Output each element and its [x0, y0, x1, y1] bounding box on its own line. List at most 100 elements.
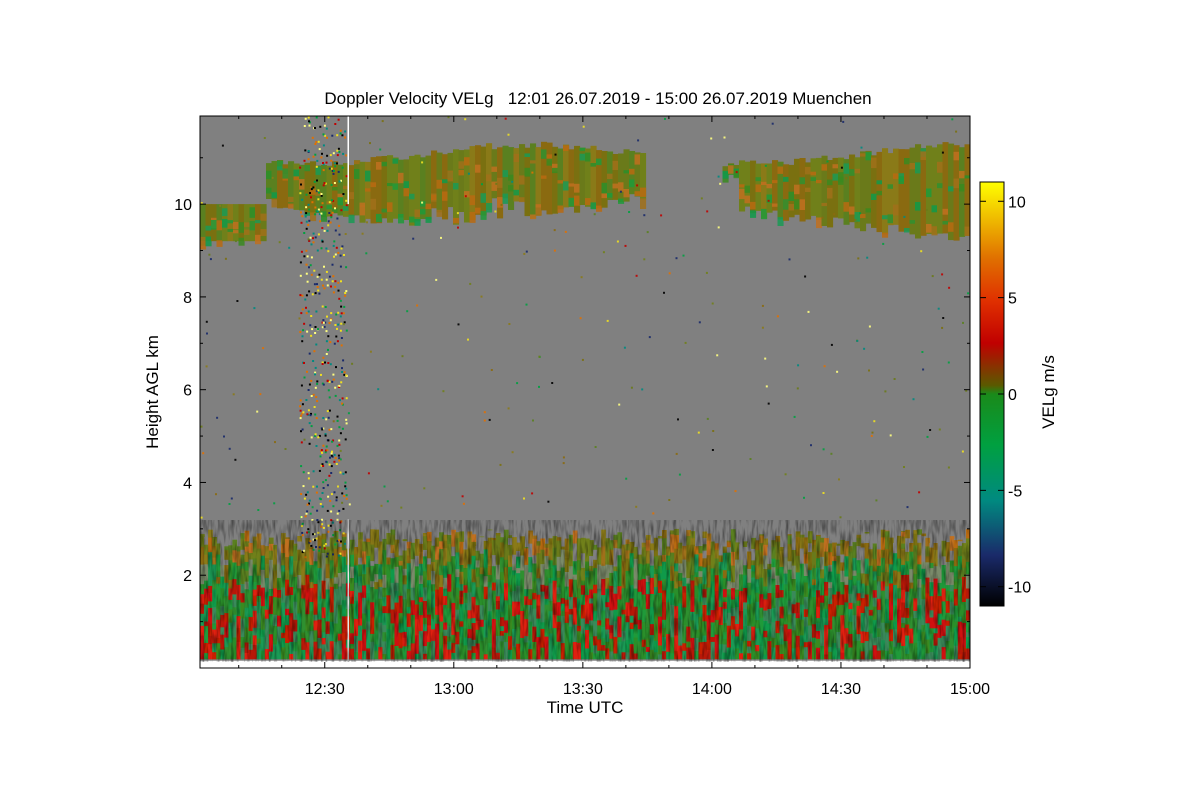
isolated-pixel	[636, 184, 639, 187]
cirrus-detail	[398, 214, 405, 224]
isolated-pixel	[457, 323, 460, 326]
cirrus-cell	[799, 158, 806, 222]
cirrus-detail	[964, 175, 970, 179]
noise-speckle	[316, 286, 319, 288]
noise-speckle	[336, 340, 339, 343]
noise-speckle	[313, 283, 316, 286]
isolated-pixel	[383, 485, 386, 488]
isolated-pixel	[421, 201, 424, 204]
isolated-pixel	[625, 477, 628, 480]
noise-speckle	[321, 305, 324, 308]
noise-speckle	[318, 213, 321, 216]
cirrus-detail	[508, 185, 515, 192]
noise-speckle	[301, 198, 304, 201]
noise-speckle	[337, 281, 340, 284]
isolated-pixel	[332, 420, 335, 423]
cirrus-detail	[205, 236, 212, 247]
cirrus-cell	[843, 159, 850, 225]
noise-speckle	[343, 254, 345, 256]
noise-speckle	[314, 433, 317, 436]
isolated-pixel	[504, 117, 507, 120]
cirrus-detail	[387, 202, 394, 212]
noise-speckle	[323, 229, 326, 232]
noise-speckle	[322, 444, 325, 447]
cirrus-cell	[854, 157, 861, 229]
cirrus-detail	[332, 208, 339, 213]
cirrus-detail	[365, 188, 372, 192]
cirrus-detail	[348, 192, 355, 200]
isolated-pixel	[668, 499, 671, 501]
cirrus-detail	[381, 161, 388, 167]
isolated-pixel	[507, 407, 510, 410]
isolated-pixel	[215, 493, 217, 496]
noise-speckle	[340, 381, 343, 384]
noise-speckle	[299, 331, 302, 333]
noise-speckle	[316, 400, 319, 403]
cirrus-detail	[772, 203, 779, 207]
isolated-pixel	[794, 173, 797, 176]
cirrus-detail	[926, 188, 933, 198]
noise-speckle	[300, 384, 303, 387]
isolated-pixel	[262, 347, 265, 350]
noise-speckle	[303, 376, 306, 379]
isolated-pixel	[821, 216, 824, 219]
noise-speckle	[322, 427, 325, 430]
cirrus-detail	[359, 202, 366, 207]
noise-speckle	[329, 319, 332, 322]
cirrus-detail	[893, 204, 900, 216]
noise-speckle	[327, 250, 330, 253]
noise-speckle	[316, 159, 319, 162]
cirrus-detail	[964, 226, 970, 236]
cirrus-detail	[937, 161, 944, 173]
cirrus-detail	[832, 164, 839, 169]
noise-speckle	[345, 397, 348, 400]
isolated-pixel	[675, 257, 678, 260]
cirrus-detail	[612, 183, 619, 189]
cirrus-detail	[733, 170, 740, 179]
isolated-pixel	[941, 273, 944, 276]
isolated-pixel	[579, 317, 582, 320]
noise-speckle	[316, 249, 319, 252]
x-tick-label: 12:30	[305, 681, 345, 698]
cirrus-detail	[926, 224, 933, 233]
cirrus-detail	[601, 182, 608, 194]
cirrus-cell	[326, 165, 333, 217]
noise-speckle	[333, 460, 336, 463]
isolated-pixel	[224, 257, 227, 260]
noise-speckle	[324, 134, 327, 137]
noise-speckle	[331, 440, 334, 443]
colorbar-tick-label: -5	[1008, 483, 1022, 500]
noise-speckle	[317, 233, 320, 236]
isolated-pixel	[321, 227, 324, 229]
cirrus-detail	[920, 151, 927, 160]
noise-speckle	[341, 134, 344, 137]
noise-speckle	[333, 342, 336, 345]
cirrus-detail	[288, 203, 295, 209]
isolated-pixel	[884, 390, 887, 393]
noise-speckle	[330, 167, 333, 170]
cirrus-detail	[794, 199, 801, 210]
isolated-pixel	[767, 199, 770, 202]
noise-speckle	[305, 306, 307, 309]
noise-speckle	[325, 278, 328, 281]
noise-speckle	[332, 199, 335, 202]
cirrus-detail	[623, 170, 630, 174]
cirrus-detail	[871, 157, 878, 169]
isolated-pixel	[538, 355, 541, 358]
cirrus-detail	[640, 198, 647, 209]
cirrus-detail	[799, 199, 806, 210]
isolated-pixel	[416, 304, 419, 307]
isolated-pixel	[481, 183, 483, 186]
noise-speckle	[337, 289, 340, 292]
cirrus-detail	[871, 193, 878, 200]
noise-speckle	[318, 191, 320, 194]
cirrus-cell	[915, 144, 922, 239]
isolated-pixel	[663, 291, 665, 294]
cirrus-detail	[546, 158, 553, 166]
isolated-pixel	[706, 417, 709, 420]
isolated-pixel	[807, 310, 810, 313]
noise-speckle	[322, 133, 325, 136]
cirrus-detail	[497, 177, 504, 188]
cirrus-detail	[535, 207, 542, 216]
noise-speckle	[334, 394, 337, 397]
